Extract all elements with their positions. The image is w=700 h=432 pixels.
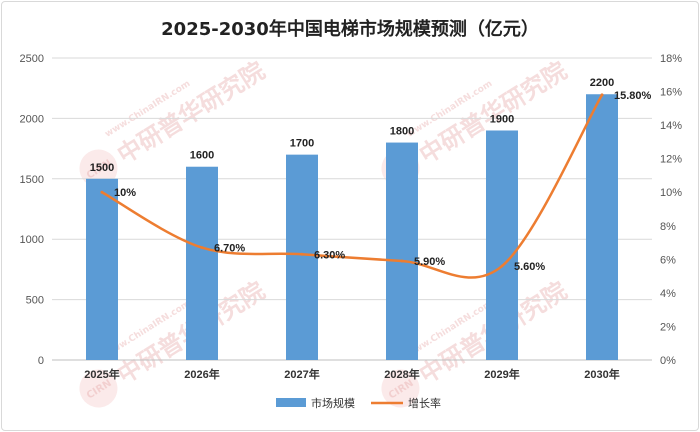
- category-label: 2027年: [284, 367, 319, 381]
- bar: [486, 130, 518, 360]
- line-value-label: 10%: [114, 187, 136, 199]
- watermark-badge-icon: [79, 369, 118, 408]
- bar-value-label: 1900: [490, 113, 514, 125]
- line-point: [500, 264, 504, 268]
- line-point: [600, 93, 604, 97]
- legend-label-bar: 市场规模: [311, 396, 355, 410]
- legend-label-line: 增长率: [408, 396, 441, 410]
- right-tick-label: 4%: [660, 288, 676, 300]
- category-label: 2028年: [384, 367, 419, 381]
- bar: [286, 154, 318, 360]
- legend-swatch-bar: [276, 398, 306, 407]
- growth-line: [100, 93, 604, 279]
- category-label: 2030年: [584, 367, 619, 381]
- category-axis: 2025年 2026年 2027年 2028年 2029年 2030年: [84, 367, 619, 381]
- left-tick-label: 500: [26, 295, 44, 307]
- line-value-label: 5.60%: [514, 261, 545, 273]
- category-label: 2026年: [184, 367, 219, 381]
- right-axis: 0% 2% 4% 6% 8% 10% 12% 14% 16% 18%: [660, 53, 682, 367]
- legend: 市场规模 增长率: [276, 396, 441, 410]
- left-tick-label: 0: [38, 355, 44, 367]
- line-value-label: 15.80%: [614, 90, 652, 102]
- right-tick-label: 8%: [660, 221, 676, 233]
- category-label: 2029年: [484, 367, 519, 381]
- line-value-label: 6.70%: [214, 243, 245, 255]
- bar: [186, 166, 218, 360]
- left-tick-label: 1000: [20, 234, 44, 246]
- line-value-label: 5.90%: [414, 256, 445, 268]
- left-axis: 0 500 1000 1500 2000 2500: [20, 53, 44, 367]
- line-point: [100, 190, 104, 194]
- right-tick-label: 2%: [660, 321, 676, 333]
- bar: [86, 178, 118, 360]
- line-point: [400, 259, 404, 263]
- gridlines: [52, 57, 652, 361]
- bar-value-label: 1500: [90, 162, 114, 174]
- right-tick-label: 18%: [660, 53, 682, 65]
- right-tick-label: 0%: [660, 355, 676, 367]
- right-tick-label: 12%: [660, 154, 682, 166]
- left-tick-label: 1500: [20, 174, 44, 186]
- right-tick-label: 10%: [660, 187, 682, 199]
- chart-title: 2025-2030年中国电梯市场规模预测（亿元）: [161, 18, 539, 40]
- bar: [386, 142, 418, 360]
- watermark-badge-icon: [381, 369, 420, 408]
- category-label: 2025年: [84, 367, 119, 381]
- right-tick-label: 14%: [660, 120, 682, 132]
- bar-value-label: 2200: [590, 77, 614, 89]
- left-tick-label: 2500: [20, 53, 44, 65]
- line-series: 10% 6.70% 6.30% 5.90% 5.60% 15.80%: [100, 90, 652, 279]
- right-tick-label: 16%: [660, 87, 682, 99]
- bar-series: 1500 1600 1700 1800 1900 2200: [86, 77, 618, 361]
- left-tick-label: 2000: [20, 113, 44, 125]
- watermark-badge-icon: [79, 149, 118, 188]
- bar-value-label: 1800: [390, 126, 414, 138]
- line-value-label: 6.30%: [314, 249, 345, 261]
- bar-value-label: 1600: [190, 150, 214, 162]
- bar: [586, 94, 618, 361]
- bar-value-label: 1700: [290, 138, 314, 150]
- line-point: [200, 246, 204, 250]
- right-tick-label: 6%: [660, 254, 676, 266]
- line-point: [300, 252, 304, 256]
